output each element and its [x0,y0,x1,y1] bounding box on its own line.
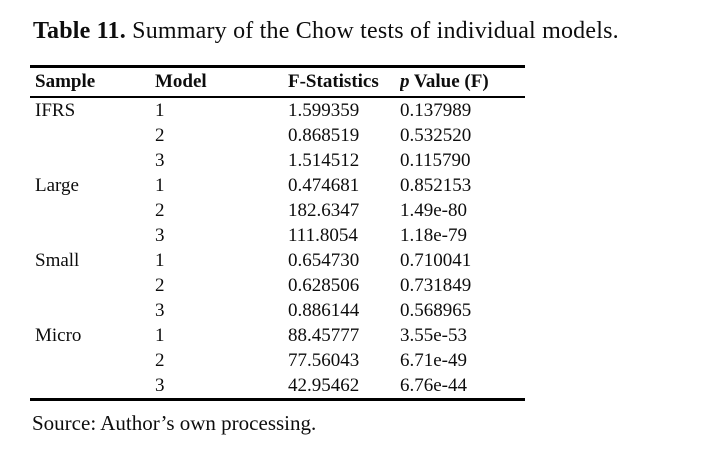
model-cell: 3 [155,374,165,396]
table-row: 3 111.8054 1.18e-79 [30,223,525,248]
table-caption: Table 11. Summary of the Chow tests of i… [33,16,718,46]
sample-cell [30,223,155,248]
f-statistics-cell: 0.654730 [288,249,360,271]
sample-cell: Large [35,174,79,196]
p-value-cell: 0.137989 [400,99,472,121]
f-statistics-cell: 77.56043 [288,349,360,371]
sample-cell [30,123,155,148]
sample-cell [30,273,155,298]
header-row: Sample Model F-Statistics p Value (F) [30,66,525,98]
source-note: Source: Author’s own processing. [32,411,317,435]
p-value-cell: 0.731849 [400,274,472,296]
f-statistics-cell: 1.514512 [288,149,360,171]
model-cell: 2 [155,199,165,221]
sample-cell [30,348,155,373]
f-statistics-cell: 0.474681 [288,174,360,196]
p-value-cell: 0.568965 [400,299,472,321]
model-cell: 2 [155,349,165,371]
sample-cell [30,148,155,173]
table-body: IFRS 1 1.599359 0.137989 2 0.868519 0.532520 3 1… [30,97,525,400]
f-statistics-cell: 0.868519 [288,124,360,146]
table-caption-label: Table 11. [33,18,126,44]
table-row: Micro 1 88.45777 3.55e-53 [30,323,525,348]
model-cell: 3 [155,224,165,246]
model-cell: 2 [155,274,165,296]
model-cell: 1 [155,324,165,346]
p-value-cell: 6.71e-49 [400,349,468,371]
column-header: p Value (F) [400,66,525,98]
table-row: Small 1 0.654730 0.710041 [30,248,525,273]
f-statistics-cell: 42.95462 [288,374,360,396]
sample-cell [30,298,155,323]
table-row: Large 1 0.474681 0.852153 [30,173,525,198]
p-value-cell: 0.710041 [400,249,472,271]
column-header: F-Statistics [288,66,400,98]
sample-cell: Micro [35,324,82,346]
table-row: 3 1.514512 0.115790 [30,148,525,173]
model-cell: 1 [155,174,165,196]
model-cell: 2 [155,124,165,146]
p-value-cell: 0.532520 [400,124,472,146]
sample-cell [30,198,155,223]
model-cell: 1 [155,249,165,271]
column-header: Sample [30,66,155,98]
f-statistics-cell: 111.8054 [288,224,358,246]
sample-cell: IFRS [35,99,76,121]
table-row: 3 0.886144 0.568965 [30,298,525,323]
model-cell: 3 [155,299,165,321]
p-value-cell: 0.115790 [400,149,471,171]
sample-cell: Small [35,249,80,271]
table-row: 2 0.628506 0.731849 [30,273,525,298]
paper-table-figure: Table 11. Summary of the Chow tests of i… [30,16,718,436]
table-row: 2 182.6347 1.49e-80 [30,198,525,223]
p-value-cell: 1.49e-80 [400,199,468,221]
table-row: 2 77.56043 6.71e-49 [30,348,525,373]
p-value-cell: 3.55e-53 [400,324,468,346]
column-header: Model [155,66,288,98]
f-statistics-cell: 0.628506 [288,274,360,296]
model-cell: 1 [155,99,165,121]
p-value-cell: 1.18e-79 [400,224,468,246]
table-caption-text: Summary of the Chow tests of individual … [125,18,619,44]
table-row: IFRS 1 1.599359 0.137989 [30,97,525,123]
p-value-cell: 6.76e-44 [400,374,468,396]
chow-tests-table: Sample Model F-Statistics p Value (F) IFRS 1… [30,65,525,401]
model-cell: 3 [155,149,165,171]
table-row: 2 0.868519 0.532520 [30,123,525,148]
f-statistics-cell: 182.6347 [288,199,360,221]
f-statistics-cell: 88.45777 [288,324,360,346]
sample-cell [30,373,155,400]
f-statistics-cell: 1.599359 [288,99,360,121]
f-statistics-cell: 0.886144 [288,299,360,321]
p-value-cell: 0.852153 [400,174,472,196]
table-row: 3 42.95462 6.76e-44 [30,373,525,400]
